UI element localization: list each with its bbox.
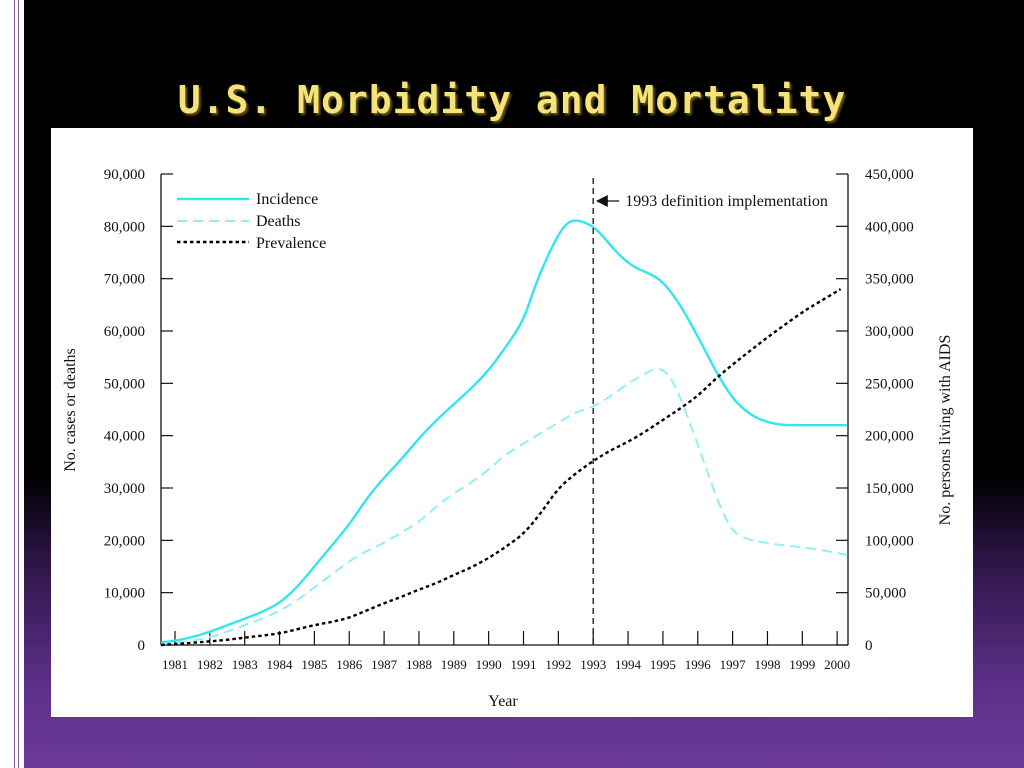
series-line-incidence — [160, 219, 848, 644]
x-tick-label: 1984 — [267, 657, 294, 672]
chart-series — [160, 219, 848, 647]
slide-title: U.S. Morbidity and Mortality — [177, 78, 847, 122]
y2-tick-label: 350,000 — [865, 272, 914, 288]
x-tick-label: 1989 — [441, 657, 467, 672]
stripe-line — [14, 0, 15, 768]
x-tick-label: 1986 — [336, 657, 363, 672]
x-tick-label: 1997 — [720, 657, 747, 672]
y2-tick-label: 150,000 — [865, 481, 914, 497]
y2-tick-label: 300,000 — [865, 324, 914, 340]
x-tick-label: 1996 — [685, 657, 712, 672]
legend-prevalence-label: Prevalence — [256, 235, 326, 252]
y-tick-label: 90,000 — [104, 167, 145, 183]
x-tick-label: 1981 — [162, 657, 188, 672]
x-tick-label: 1990 — [476, 657, 502, 672]
x-tick-label: 1999 — [789, 657, 815, 672]
annotation-label: 1993 definition implementation — [625, 193, 828, 210]
y-axis-label: No. cases or deaths — [62, 348, 79, 472]
chart-axes: 0 10,000 20,000 30,000 40,000 50,000 60,000 70,… — [104, 167, 914, 672]
x-tick-label: 1994 — [615, 657, 642, 672]
y2-tick-label: 250,000 — [865, 376, 914, 392]
x-tick-label: 1998 — [754, 657, 780, 672]
y2-tick-label: 100,000 — [865, 533, 914, 549]
x-axis-label: Year — [488, 693, 518, 710]
y-tick-label: 40,000 — [104, 429, 145, 445]
x-tick-label: 1992 — [545, 657, 571, 672]
y2-tick-label: 450,000 — [865, 167, 914, 183]
y-tick-label: 0 — [138, 638, 146, 654]
x-tick-label: 1987 — [371, 657, 398, 672]
x-tick-label: 1995 — [650, 657, 676, 672]
y2-tick-label: 200,000 — [865, 429, 914, 445]
series-line-deaths — [161, 367, 848, 645]
legend-incidence-label: Incidence — [256, 191, 318, 208]
y-tick-label: 50,000 — [104, 376, 145, 392]
slide-left-stripe — [0, 0, 24, 768]
annotation-group: 1993 definition implementation — [592, 178, 828, 645]
stripe-line — [18, 0, 19, 768]
y-tick-label: 70,000 — [104, 272, 145, 288]
legend-deaths-label: Deaths — [256, 213, 300, 230]
y2-tick-label: 400,000 — [865, 219, 914, 235]
y-tick-label: 30,000 — [104, 481, 145, 497]
aids-trend-chart: 0 10,000 20,000 30,000 40,000 50,000 60,000 70,… — [62, 167, 954, 710]
x-tick-label: 1983 — [232, 657, 258, 672]
x-tick-label: 1985 — [301, 657, 327, 672]
x-tick-label: 2000 — [824, 657, 850, 672]
x-tick-label: 1982 — [197, 657, 223, 672]
x-tick-label: 1991 — [511, 657, 537, 672]
series-line-prevalence — [161, 288, 842, 647]
y-tick-label: 10,000 — [104, 586, 145, 602]
annotation-arrow-icon — [595, 195, 620, 207]
x-tick-label: 1988 — [406, 657, 432, 672]
y-tick-label: 60,000 — [104, 324, 145, 340]
chart-panel: 0 10,000 20,000 30,000 40,000 50,000 60,000 70,… — [51, 128, 973, 717]
chart-legend: Incidence Deaths Prevalence — [177, 191, 326, 252]
y-tick-label: 20,000 — [104, 533, 145, 549]
y2-tick-label: 50,000 — [865, 586, 906, 602]
y-tick-label: 80,000 — [104, 219, 145, 235]
y2-tick-label: 0 — [865, 638, 873, 654]
x-tick-label: 1993 — [580, 657, 606, 672]
y2-axis-label: No. persons living with AIDS — [937, 335, 954, 526]
